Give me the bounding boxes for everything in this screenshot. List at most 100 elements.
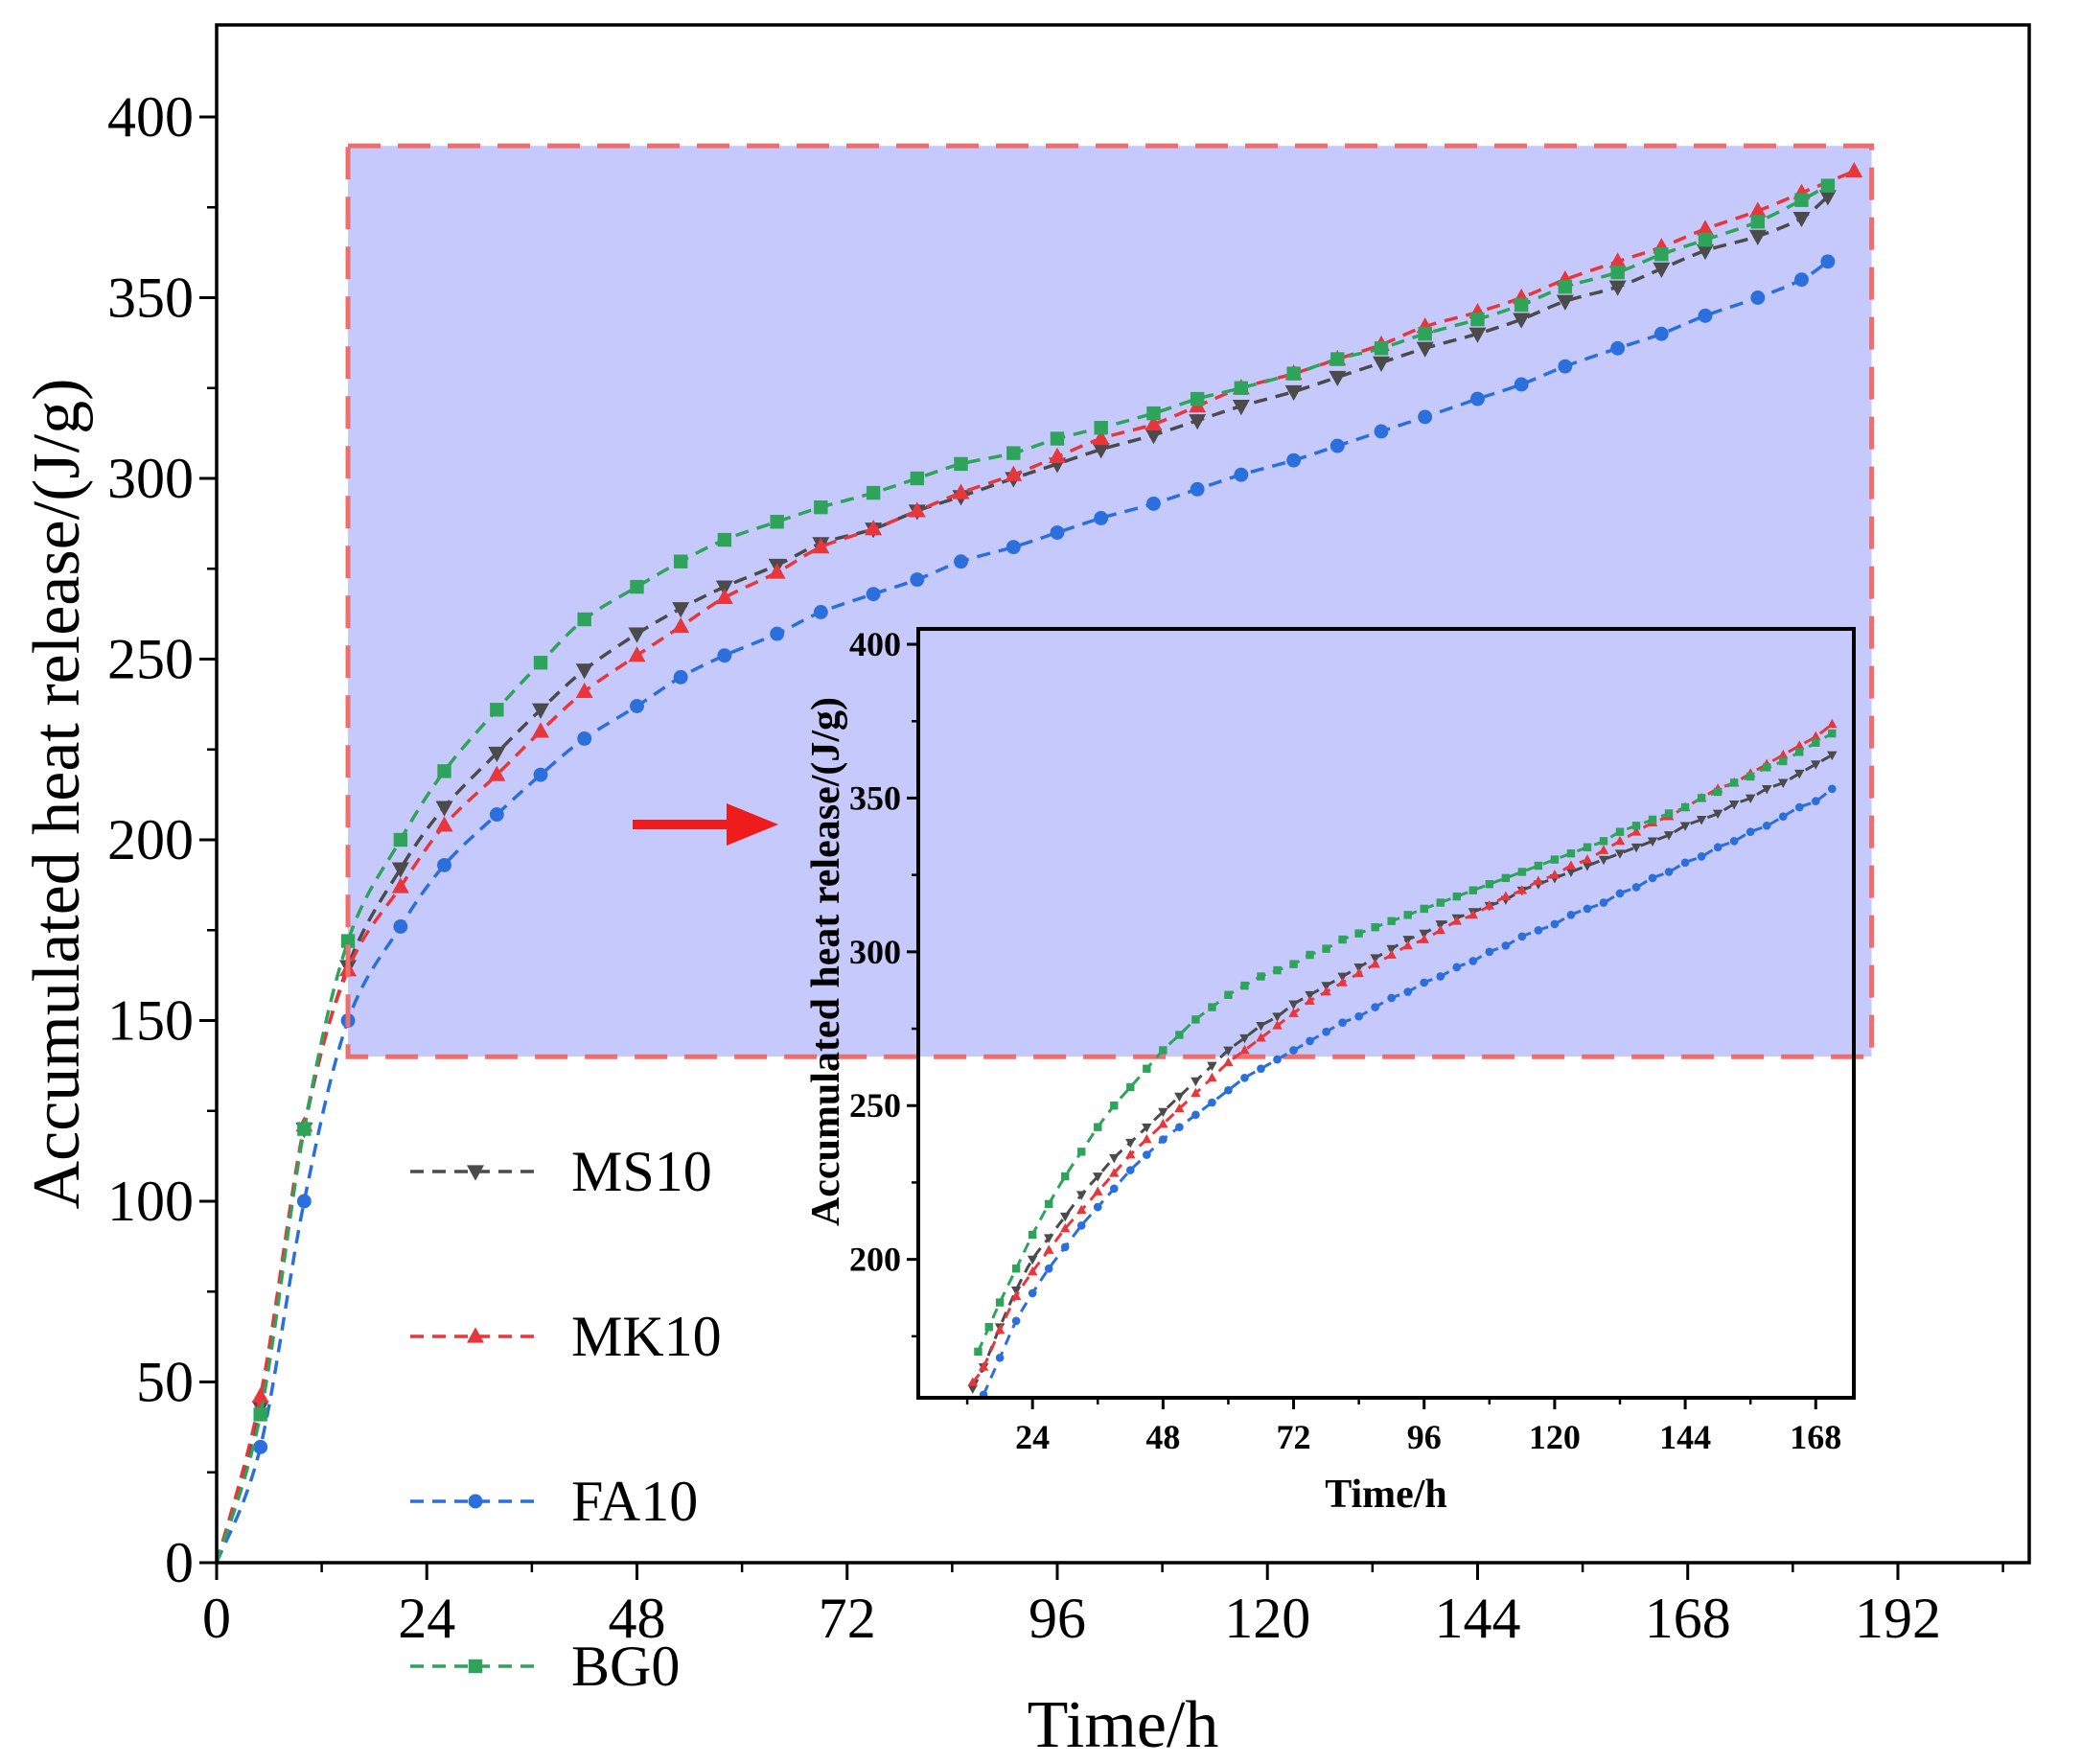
inset-data-point-mk10 [1468,909,1479,919]
inset-data-point-mk10 [1533,875,1544,885]
x-axis: 0 24 48 72 96 120 144 168 192 Time/h [202,1563,2004,1762]
inset-data-point-ms10 [1761,784,1772,795]
inset-data-point-mk10 [1565,860,1577,870]
data-point-ms10 [1468,327,1487,343]
data-point-mk10 [391,877,409,894]
inset-data-point-fa10 [1142,1150,1151,1159]
inset-data-point-fa10 [1175,1123,1184,1132]
data-point-ms10 [1792,211,1811,228]
y-axis-title: Accumulated heat release/(J/g) [20,379,94,1210]
inset-y-tick-label: 250 [849,1086,901,1125]
data-point-fa10 [1653,326,1669,341]
data-point-bg0 [577,612,591,627]
inset-data-point-fa10 [1697,852,1706,861]
inset-data-point-bg0 [1517,868,1527,876]
legend-label: MS10 [571,1140,712,1203]
legend-label: MK10 [571,1305,722,1368]
y-tick-label: 100 [107,1170,194,1233]
inset-data-point-mk10 [1010,1290,1022,1300]
data-point-ms10 [1608,280,1627,296]
data-point-bg0 [717,532,732,547]
inset-data-point-bg0 [1354,929,1363,938]
inset-x-tick-label: 96 [1407,1418,1442,1456]
inset-data-point-mk10 [1777,749,1789,759]
inset-data-point-fa10 [1599,898,1608,907]
data-point-bg0 [1654,247,1669,262]
data-point-bg0 [1794,193,1809,207]
inset-data-point-fa10 [1224,1085,1233,1095]
data-point-mk10 [575,682,593,699]
data-point-mk10 [715,588,733,605]
inset-data-point-fa10 [1240,1074,1249,1082]
inset-data-point-fa10 [995,1353,1005,1362]
series-bg0 [215,178,1836,1564]
x-tick-label: 144 [1434,1587,1520,1650]
legend-item-mk10: MK10 [410,1305,722,1368]
y-tick-label: 350 [107,267,194,330]
data-point-fa10 [1190,481,1205,497]
inset-series-bg0 [974,729,1837,1357]
data-point-fa10 [1234,467,1249,482]
data-point-ms10 [1556,294,1574,311]
inset-data-point-fa10 [1664,868,1674,876]
inset-data-point-mk10 [1305,995,1315,1006]
legend-swatch-marker [467,1327,484,1343]
inset-frame [916,627,1856,1400]
inset-data-point-bg0 [1828,729,1837,738]
inset-data-point-mk10 [1191,1087,1201,1098]
inset-data-point-ms10 [1288,1000,1299,1010]
data-point-ms10 [1748,229,1767,246]
inset-data-point-mk10 [1256,1033,1266,1042]
inset-data-point-bg0 [1501,873,1511,883]
legend-swatch-marker [468,1659,483,1674]
inset-data-point-mk10 [1027,1265,1038,1276]
inset-data-point-fa10 [1257,1064,1265,1074]
data-point-fa10 [673,669,688,685]
inset-data-point-fa10 [1322,1027,1330,1036]
inset-data-point-bg0 [1534,861,1543,870]
data-point-mk10 [1748,201,1767,218]
inset-data-point-mk10 [1174,1102,1185,1113]
legend-label: FA10 [571,1470,698,1533]
inset-data-point-mk10 [1386,949,1397,959]
data-point-bg0 [954,456,968,472]
inset-data-point-mk10 [1075,1204,1087,1215]
data-point-bg0 [340,934,356,948]
inset-data-point-ms10 [1027,1255,1038,1265]
arrow-head [727,803,778,846]
y-tick-label: 200 [107,808,194,871]
inset-data-point-fa10 [1371,1003,1379,1011]
inset-y-tick-label: 400 [849,625,901,663]
data-point-fa10 [1794,272,1809,288]
inset-data-point-bg0 [1028,1230,1037,1240]
inset-y-tick-label: 300 [849,933,901,971]
inset-data-point-fa10 [1631,883,1641,892]
inset-data-point-bg0 [1729,778,1739,787]
inset-data-point-ms10 [1647,837,1658,847]
y-tick-label: 50 [136,1351,194,1414]
highlight-border [345,143,1875,1059]
inset-data-point-bg0 [1468,886,1477,894]
inset-data-point-fa10 [1517,932,1527,941]
data-point-mk10 [768,563,786,579]
inset-data-point-mk10 [1158,1118,1168,1128]
inset-data-point-bg0 [1713,787,1723,797]
y-tick-label: 0 [165,1531,194,1594]
inset-data-point-fa10 [1387,993,1397,1003]
data-point-bg0 [1558,279,1573,294]
inset-data-point-bg0 [1257,972,1265,981]
inset-data-point-ms10 [1728,801,1740,810]
y-axis: 0 50 100 150 200 250 300 350 400 Accumulated heat… [20,85,217,1594]
inset-data-point-bg0 [1387,917,1396,925]
inset-data-point-mk10 [1500,891,1512,900]
data-point-bg0 [1374,341,1389,356]
inset-data-point-mk10 [1630,826,1642,836]
inset-data-point-mk10 [1516,885,1528,894]
inset-data-point-ms10 [1630,843,1642,853]
x-tick-label: 96 [1029,1587,1086,1650]
inset-data-point-bg0 [974,1347,983,1357]
inset-x-tick-label: 168 [1790,1418,1841,1456]
data-point-mk10 [1048,447,1066,463]
inset-data-point-mk10 [1207,1072,1217,1082]
inset-data-point-bg0 [1322,944,1330,953]
